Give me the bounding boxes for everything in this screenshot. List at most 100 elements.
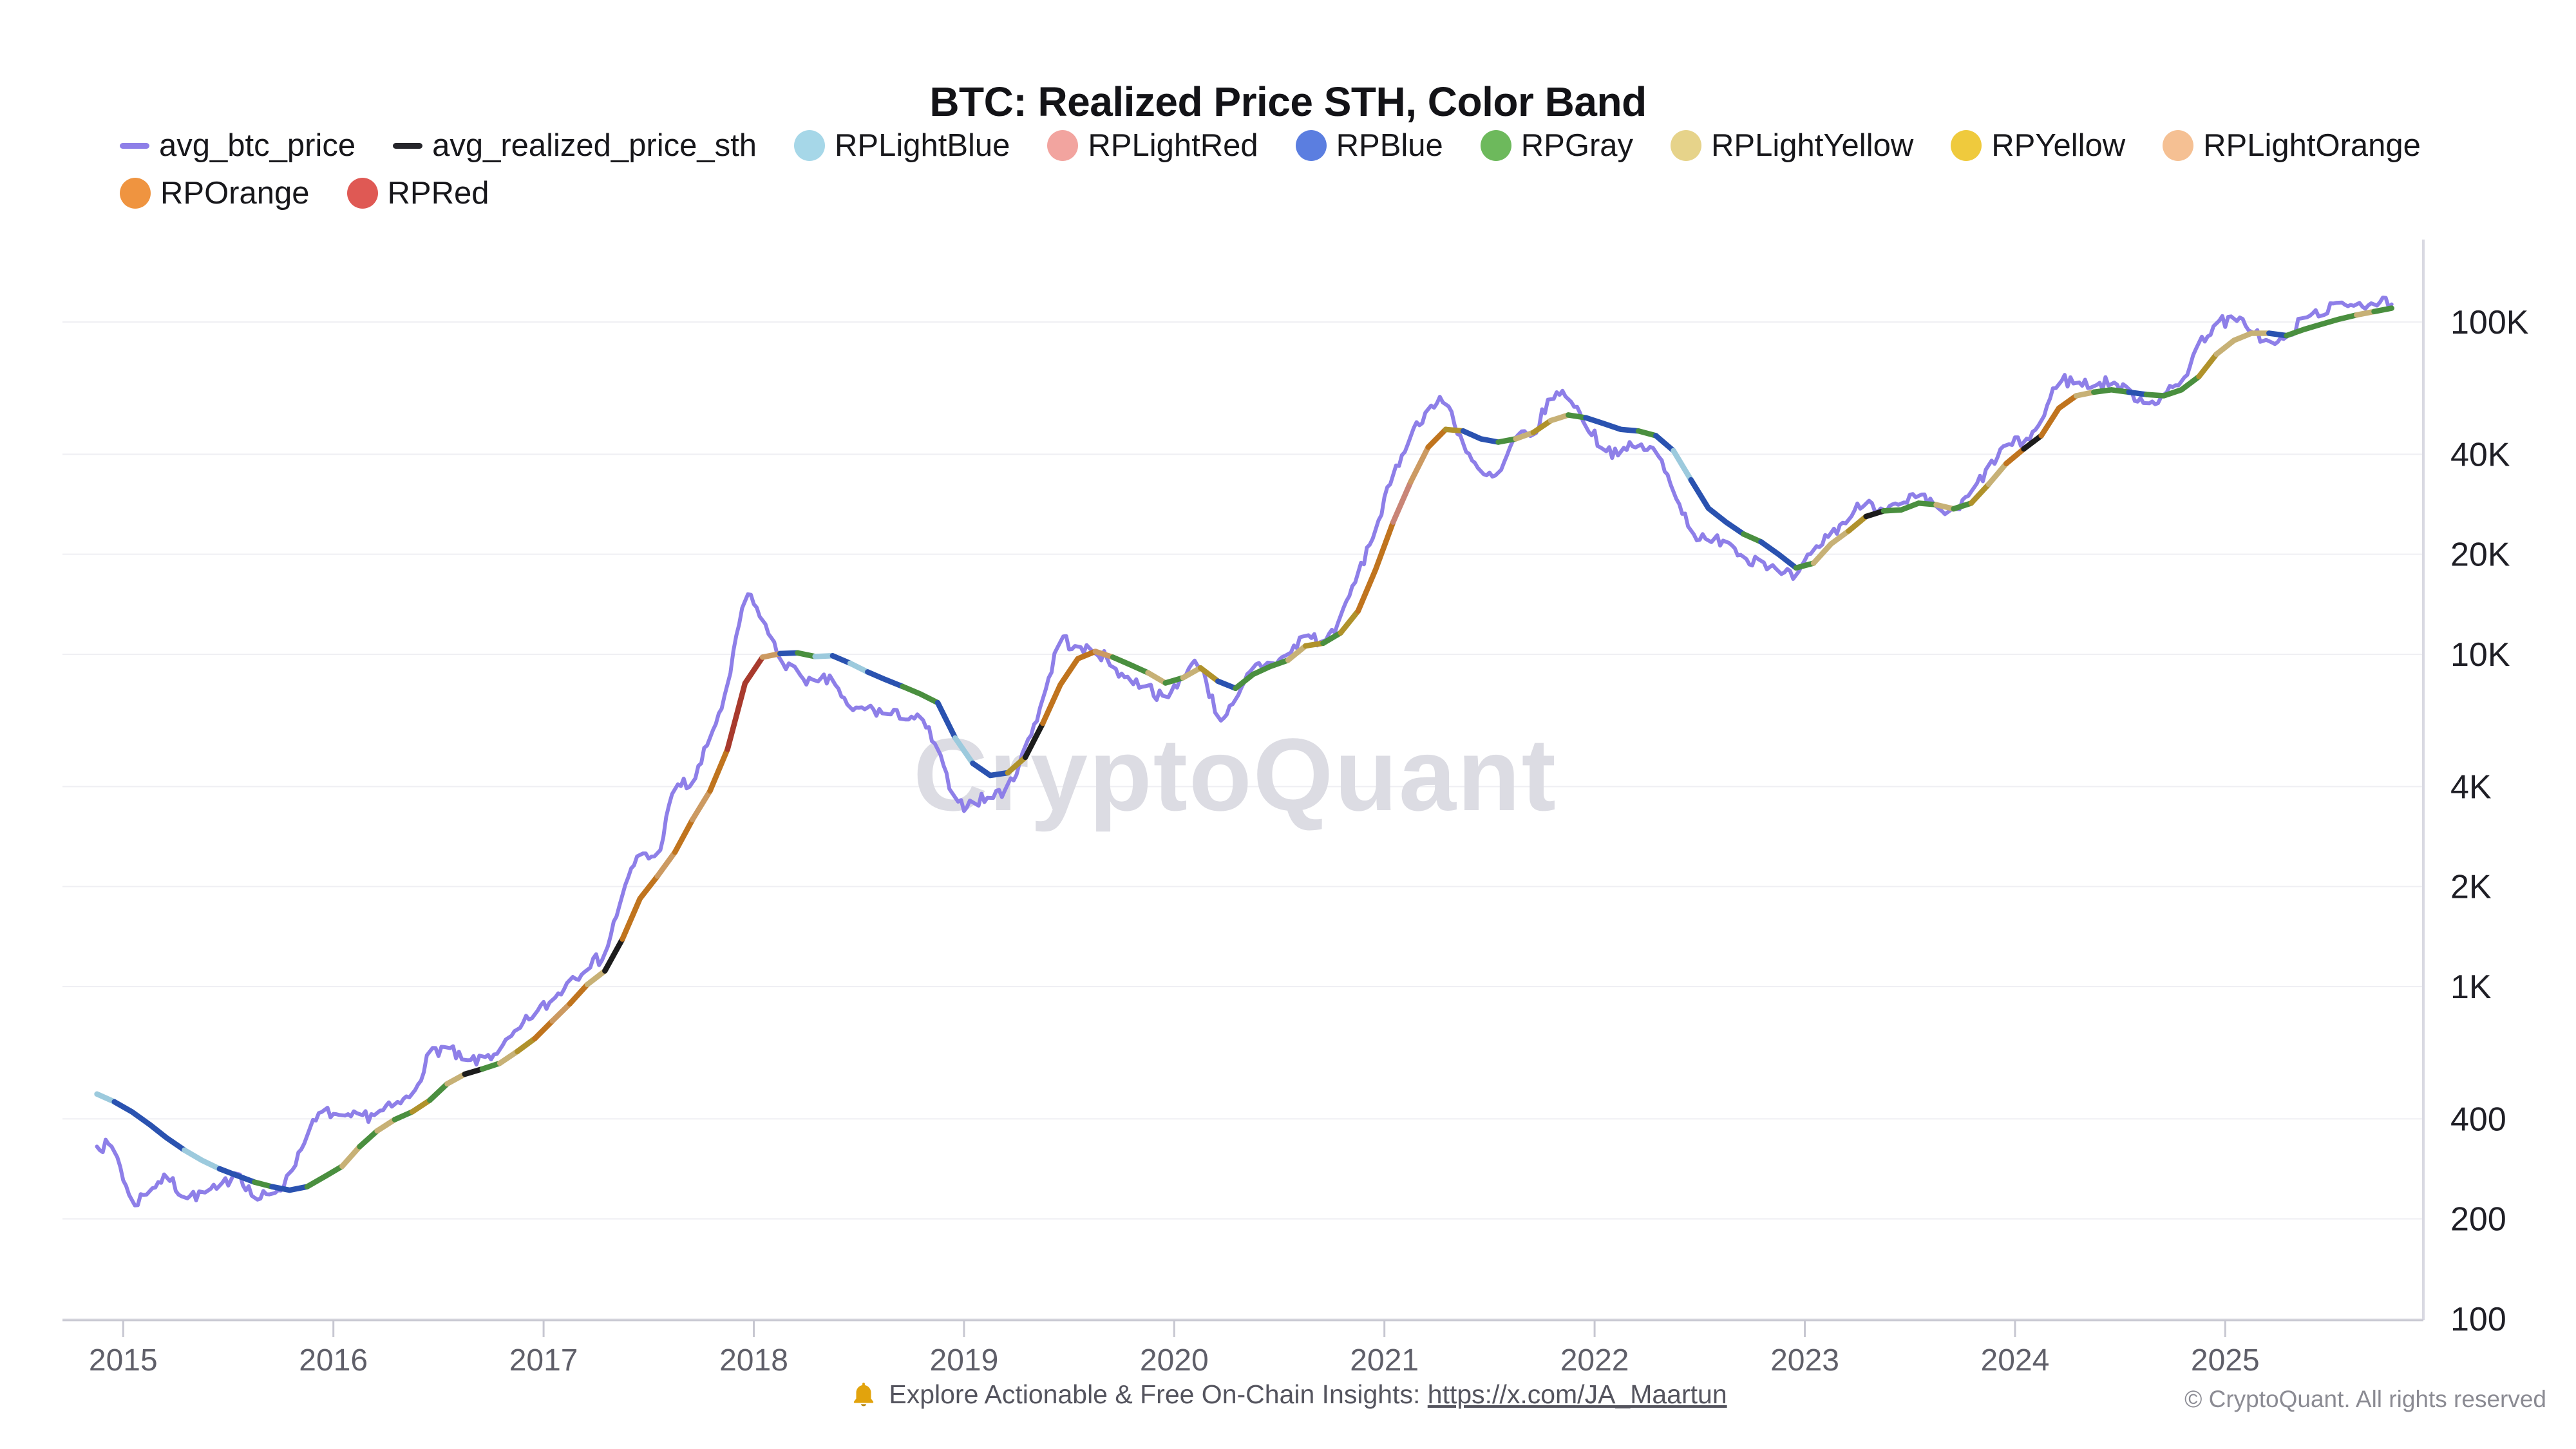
x-axis-label: 2020 [1140,1343,1209,1378]
avg-realized-price-sth-segment [1548,412,1571,424]
y-axis-label: 1K [2450,969,2492,1006]
avg-realized-price-sth-segment [759,650,783,660]
legend-item-avg_realized_price_sth[interactable]: avg_realized_price_sth [393,128,757,164]
avg-realized-price-sth-segment [1758,539,1799,571]
avg-realized-price-sth-segment [970,760,1011,779]
avg-realized-price-sth-segment [1460,428,1501,445]
avg-realized-price-sth-segment [1320,630,1343,647]
legend-item-label: RPBlue [1336,128,1443,163]
avg-realized-price-sth-segment [1285,643,1309,663]
avg-realized-price-sth-segment [2126,389,2150,397]
x-profile-link[interactable]: https://x.com/JA_Maartun [1427,1379,1727,1409]
footer: Explore Actionable & Free On-Chain Insig… [0,1379,2576,1410]
avg-realized-price-sth-segment [952,735,976,766]
x-axis-label: 2015 [89,1343,158,1378]
y-axis-label: 2K [2450,869,2492,906]
avg-realized-price-sth-segment [654,849,678,879]
x-axis-label: 2016 [299,1343,368,1378]
avg-realized-price-sth-segment [1810,528,1852,566]
avg-realized-price-sth-segment [1092,649,1116,660]
avg-realized-price-sth-segment [94,1091,117,1105]
avg-realized-price-sth-segment [1022,720,1046,761]
avg-realized-price-sth-segment [584,968,608,987]
legend-item-RPRed[interactable]: RPRed [346,175,489,211]
avg-realized-price-sth-segment [1040,649,1099,726]
legend-item-avg_btc_price[interactable]: avg_btc_price [120,128,355,164]
x-axis-label: 2018 [719,1343,788,1378]
avg-realized-price-sth-segment [567,981,591,1007]
legend-item-RPOrange[interactable]: RPOrange [120,175,310,211]
avg-realized-price-sth-segment [1233,657,1291,692]
avg-realized-price-sth-segment [479,1060,503,1072]
avg-realized-price-sth-segment [357,1128,380,1150]
legend-item-label: avg_realized_price_sth [432,128,757,163]
avg-realized-price-sth-segment [707,746,730,794]
legend-item-RPLightBlue[interactable]: RPLightBlue [794,128,1010,164]
avg-realized-price-sth-segment [549,1001,573,1024]
avg-realized-price-sth-segment [515,1036,538,1054]
avg-realized-price-sth-segment [1180,665,1204,681]
avg-realized-price-sth-segment [2371,305,2394,315]
avg-realized-price-sth-segment [1566,412,1589,421]
y-axis-label: 100K [2450,304,2529,341]
avg-realized-price-sth-segment [2038,393,2079,439]
avg-realized-price-sth-segment [1741,531,1764,545]
y-axis-label: 40K [2450,436,2510,473]
legend-item-RPBlue[interactable]: RPBlue [1295,128,1443,164]
y-axis-label: 20K [2450,536,2510,574]
legend-item-label: RPGray [1520,128,1634,163]
legend-item-label: RPRed [387,176,489,211]
avg-realized-price-sth-segment [1390,479,1414,525]
x-axis-label: 2019 [930,1343,999,1378]
avg-realized-price-sth-segment [1110,654,1151,676]
legend-item-RPYellow[interactable]: RPYellow [1951,128,2125,164]
avg-realized-price-sth-segment [829,653,853,667]
RPLightBlue-swatch [794,130,826,161]
avg-realized-price-sth-segment [672,817,696,855]
avg-realized-price-sth-segment [2284,312,2360,339]
legend-item-RPLightRed[interactable]: RPLightRed [1047,128,1258,164]
x-axis-label: 2021 [1350,1343,1419,1378]
avg-realized-price-sth-segment [462,1066,486,1077]
legend-item-label: RPYellow [1991,128,2126,163]
avg-realized-price-sth-segment [339,1144,363,1170]
legend-item-label: RPLightOrange [2203,128,2421,163]
y-axis-label: 4K [2450,768,2492,806]
avg-realized-price-sth-segment [374,1117,398,1134]
avg-realized-price-sth-segment [216,1166,258,1185]
legend-item-label: RPOrange [160,176,310,211]
avg-realized-price-sth-segment [795,650,818,659]
avg-realized-price-sth-segment [2354,308,2377,318]
avg-realized-price-sth-segment [1671,448,1694,483]
avg-realized-price-sth-segment [409,1097,433,1115]
avg-realized-price-sth-segment [1530,417,1554,435]
legend-item-RPLightYellow[interactable]: RPLightYellow [1671,128,1913,164]
legend-item-RPLightOrange[interactable]: RPLightOrange [2163,128,2421,164]
avg-realized-price-sth-segment [2021,433,2044,452]
avg-realized-price-sth-segment [690,788,713,822]
avg-realized-price-sth-segment [847,660,871,675]
avg-realized-price-sth-segment [1583,415,1642,434]
avg-realized-price-sth-segment [900,683,941,706]
RPLightOrange-swatch [2163,130,2194,161]
watermark: CryptoQuant [913,717,1557,832]
avg-realized-price-sth-segment [1951,500,1975,512]
avg-realized-price-sth-segment [2266,330,2289,339]
avg-realized-price-sth-segment [2143,374,2202,399]
avg-realized-price-sth-segment [1005,754,1028,776]
avg-realized-price-sth-segment [111,1099,187,1153]
avg-realized-price-sth-segment [602,936,625,974]
avg-realized-price-sth-segment [1408,444,1431,485]
legend-item-label: RPLightYellow [1711,128,1914,163]
avg-realized-price-sth-segment [2003,446,2027,467]
y-axis-label: 400 [2450,1101,2506,1138]
avg-realized-price-sth-segment [1635,428,1659,439]
legend-item-RPGray[interactable]: RPGray [1480,128,1634,164]
avg-realized-price-sth-segment [1215,678,1238,692]
RPLightYellow-swatch [1671,130,1702,161]
y-axis-label: 10K [2450,636,2510,674]
avg-realized-price-sth-segment [1162,675,1186,686]
avg-realized-price-sth-segment [1846,513,1869,534]
x-axis-label: 2023 [1770,1343,1839,1378]
